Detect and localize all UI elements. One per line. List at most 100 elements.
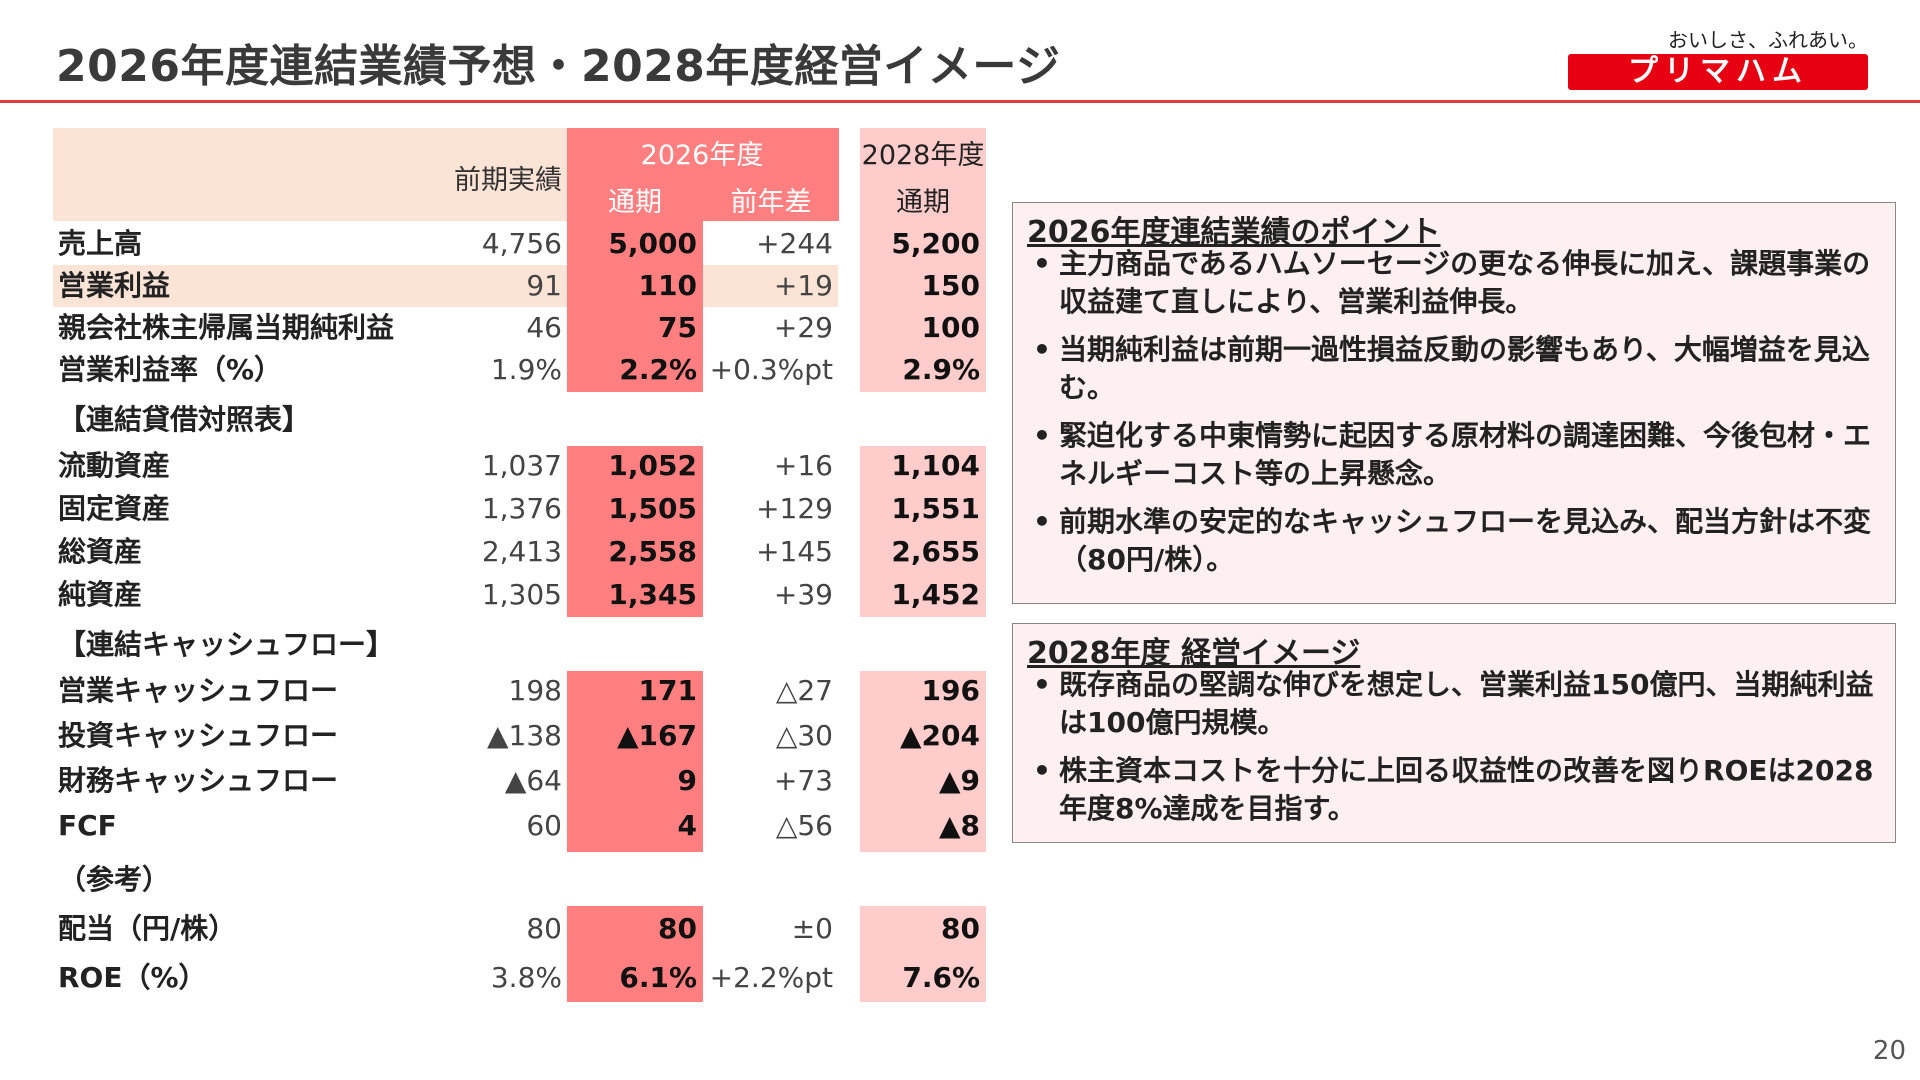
prev-value: 1.9% bbox=[490, 353, 562, 386]
fy2026-value: ▲167 bbox=[617, 719, 697, 752]
row-label: 売上高 bbox=[58, 227, 143, 260]
row-label: 営業キャッシュフロー bbox=[58, 674, 339, 707]
fy2026-value: 9 bbox=[677, 764, 697, 797]
page-title: 2026年度連結業績予想・2028年度経営イメージ bbox=[56, 41, 1061, 92]
yoy-value: +145 bbox=[756, 535, 833, 568]
section-label: 【連結キャッシュフロー】 bbox=[58, 628, 395, 661]
company-logo: おいしさ、ふれあい。 プリマハム bbox=[1568, 24, 1868, 92]
fy2028-value: ▲9 bbox=[938, 764, 980, 797]
yoy-value: △27 bbox=[775, 674, 833, 707]
section-label: （参考） bbox=[58, 863, 171, 896]
fy2028-value: ▲204 bbox=[900, 719, 980, 752]
prev-value: 46 bbox=[526, 311, 562, 344]
operating-profit-highlight bbox=[53, 265, 838, 307]
fy2026-points-box: 2026年度連結業績のポイント • 主力商品であるハムソーセージの更なる伸長に加え… bbox=[1012, 202, 1896, 604]
header-yoy: 前年差 bbox=[730, 187, 812, 218]
fy2026-value: 2.2% bbox=[619, 353, 697, 386]
prev-value: 60 bbox=[526, 809, 562, 842]
section-gap bbox=[560, 392, 1000, 446]
row-label: 純資産 bbox=[58, 578, 143, 611]
table-row: 流動資産 1,037 1,052 +16 1,104 bbox=[0, 446, 1000, 486]
header-full-year-2028: 通期 bbox=[896, 187, 950, 218]
fy2028-value: 7.6% bbox=[902, 961, 980, 994]
row-label: 投資キャッシュフロー bbox=[58, 719, 339, 752]
list-item: • 前期水準の安定的なキャッシュフローを見込み、配当方針は不変（80円/株）。 bbox=[1033, 505, 1872, 576]
prev-value: 1,037 bbox=[481, 449, 562, 482]
logo-tagline: おいしさ、ふれあい。 bbox=[1668, 28, 1868, 52]
fy2028-image-list: • 既存商品の堅調な伸びを想定し、営業利益150億円、当期純利益は100億円規模。… bbox=[1027, 666, 1883, 838]
section-label: 【連結貸借対照表】 bbox=[58, 403, 311, 436]
table-row: ROE（%） 3.8% 6.1% +2.2%pt 7.6% bbox=[0, 958, 1000, 998]
table-row: 売上高 4,756 5,000 +244 5,200 bbox=[0, 224, 1000, 264]
fy2028-value: ▲8 bbox=[938, 809, 980, 842]
logo-brand: プリマハム bbox=[1568, 54, 1868, 90]
table-row: 総資産 2,413 2,558 +145 2,655 bbox=[0, 532, 1000, 572]
row-label: 営業利益 bbox=[58, 269, 171, 302]
prev-value: 4,756 bbox=[481, 227, 562, 260]
table-row: 投資キャッシュフロー ▲138 ▲167 △30 ▲204 bbox=[0, 716, 1000, 756]
list-item: • 既存商品の堅調な伸びを想定し、営業利益150億円、当期純利益は100億円規模。 bbox=[1033, 668, 1874, 739]
yoy-value: +244 bbox=[756, 227, 833, 260]
header-fy2026: 2026年度 bbox=[640, 140, 764, 171]
fy2026-value: 6.1% bbox=[619, 961, 697, 994]
prev-value: 2,413 bbox=[481, 535, 562, 568]
row-label: 財務キャッシュフロー bbox=[58, 764, 339, 797]
yoy-value: +0.3%pt bbox=[709, 353, 833, 386]
list-item: • 当期純利益は前期一過性損益反動の影響もあり、大幅増益を見込む。 bbox=[1033, 333, 1870, 404]
row-label: 固定資産 bbox=[58, 492, 171, 525]
fy2028-value: 100 bbox=[921, 311, 980, 344]
header-fy2028: 2028年度 bbox=[861, 140, 985, 171]
fy2026-value: 1,052 bbox=[608, 449, 697, 482]
table-row: 純資産 1,305 1,345 +39 1,452 bbox=[0, 575, 1000, 615]
prev-value: 3.8% bbox=[490, 961, 562, 994]
list-item: • 株主資本コストを十分に上回る収益性の改善を図りROEは2028年度8%達成を目… bbox=[1033, 754, 1874, 825]
fy2028-value: 2,655 bbox=[891, 535, 980, 568]
fy2026-value: 1,505 bbox=[608, 492, 697, 525]
table-row: 営業利益率（%） 1.9% 2.2% +0.3%pt 2.9% bbox=[0, 350, 1000, 390]
row-label: ROE（%） bbox=[58, 961, 207, 994]
fy2026-value: 5,000 bbox=[608, 227, 697, 260]
table-section-heading: 【連結キャッシュフロー】 bbox=[0, 625, 1000, 665]
yoy-value: +2.2%pt bbox=[709, 961, 833, 994]
yoy-value: △30 bbox=[775, 719, 833, 752]
table-row: 営業利益 91 110 +19 150 bbox=[0, 266, 1000, 306]
title-underline bbox=[0, 100, 1920, 103]
prev-value: 1,305 bbox=[481, 578, 562, 611]
fy2028-image-heading: 2028年度 経営イメージ bbox=[1027, 636, 1361, 671]
fy2026-value: 4 bbox=[677, 809, 697, 842]
prev-value: ▲138 bbox=[487, 719, 562, 752]
list-item: • 緊迫化する中東情勢に起因する原材料の調達困難、今後包材・エネルギーコスト等の上… bbox=[1033, 419, 1872, 490]
header-full-year: 通期 bbox=[608, 187, 662, 218]
fy2026-value: 75 bbox=[658, 311, 697, 344]
yoy-value: ±0 bbox=[791, 912, 833, 945]
prev-value: 80 bbox=[526, 912, 562, 945]
yoy-value: +16 bbox=[773, 449, 833, 482]
fy2026-value: 80 bbox=[658, 912, 697, 945]
fy2028-value: 1,104 bbox=[891, 449, 980, 482]
table-row: FCF 60 4 △56 ▲8 bbox=[0, 806, 1000, 846]
fy2026-points-list: • 主力商品であるハムソーセージの更なる伸長に加え、課題事業の収益建て直しにより、… bbox=[1027, 245, 1883, 589]
table-section-heading: 【連結貸借対照表】 bbox=[0, 400, 1000, 440]
prev-value: 91 bbox=[526, 269, 562, 302]
section-gap bbox=[560, 617, 1000, 671]
fy2028-value: 5,200 bbox=[891, 227, 980, 260]
list-item: • 主力商品であるハムソーセージの更なる伸長に加え、課題事業の収益建て直しにより、… bbox=[1033, 247, 1871, 318]
row-label: 流動資産 bbox=[58, 449, 171, 482]
table-row: 営業キャッシュフロー 198 171 △27 196 bbox=[0, 671, 1000, 711]
row-label: 配当（円/株） bbox=[58, 912, 237, 945]
yoy-value: +29 bbox=[773, 311, 833, 344]
fy2026-value: 171 bbox=[638, 674, 697, 707]
row-label: FCF bbox=[58, 809, 117, 842]
page-number: 20 bbox=[1872, 1036, 1906, 1066]
fy2026-yoy-header-bg bbox=[703, 128, 839, 221]
table-section-heading: （参考） bbox=[0, 860, 1000, 900]
fy2028-value: 1,551 bbox=[891, 492, 980, 525]
fy2026-value: 110 bbox=[638, 269, 697, 302]
yoy-value: +73 bbox=[773, 764, 833, 797]
fy2028-value: 2.9% bbox=[902, 353, 980, 386]
yoy-value: +39 bbox=[773, 578, 833, 611]
fy2028-image-box: 2028年度 経営イメージ • 既存商品の堅調な伸びを想定し、営業利益150億円、… bbox=[1012, 623, 1896, 843]
yoy-value: +19 bbox=[773, 269, 833, 302]
fy2028-value: 1,452 bbox=[891, 578, 980, 611]
table-row: 親会社株主帰属当期純利益 46 75 +29 100 bbox=[0, 308, 1000, 348]
